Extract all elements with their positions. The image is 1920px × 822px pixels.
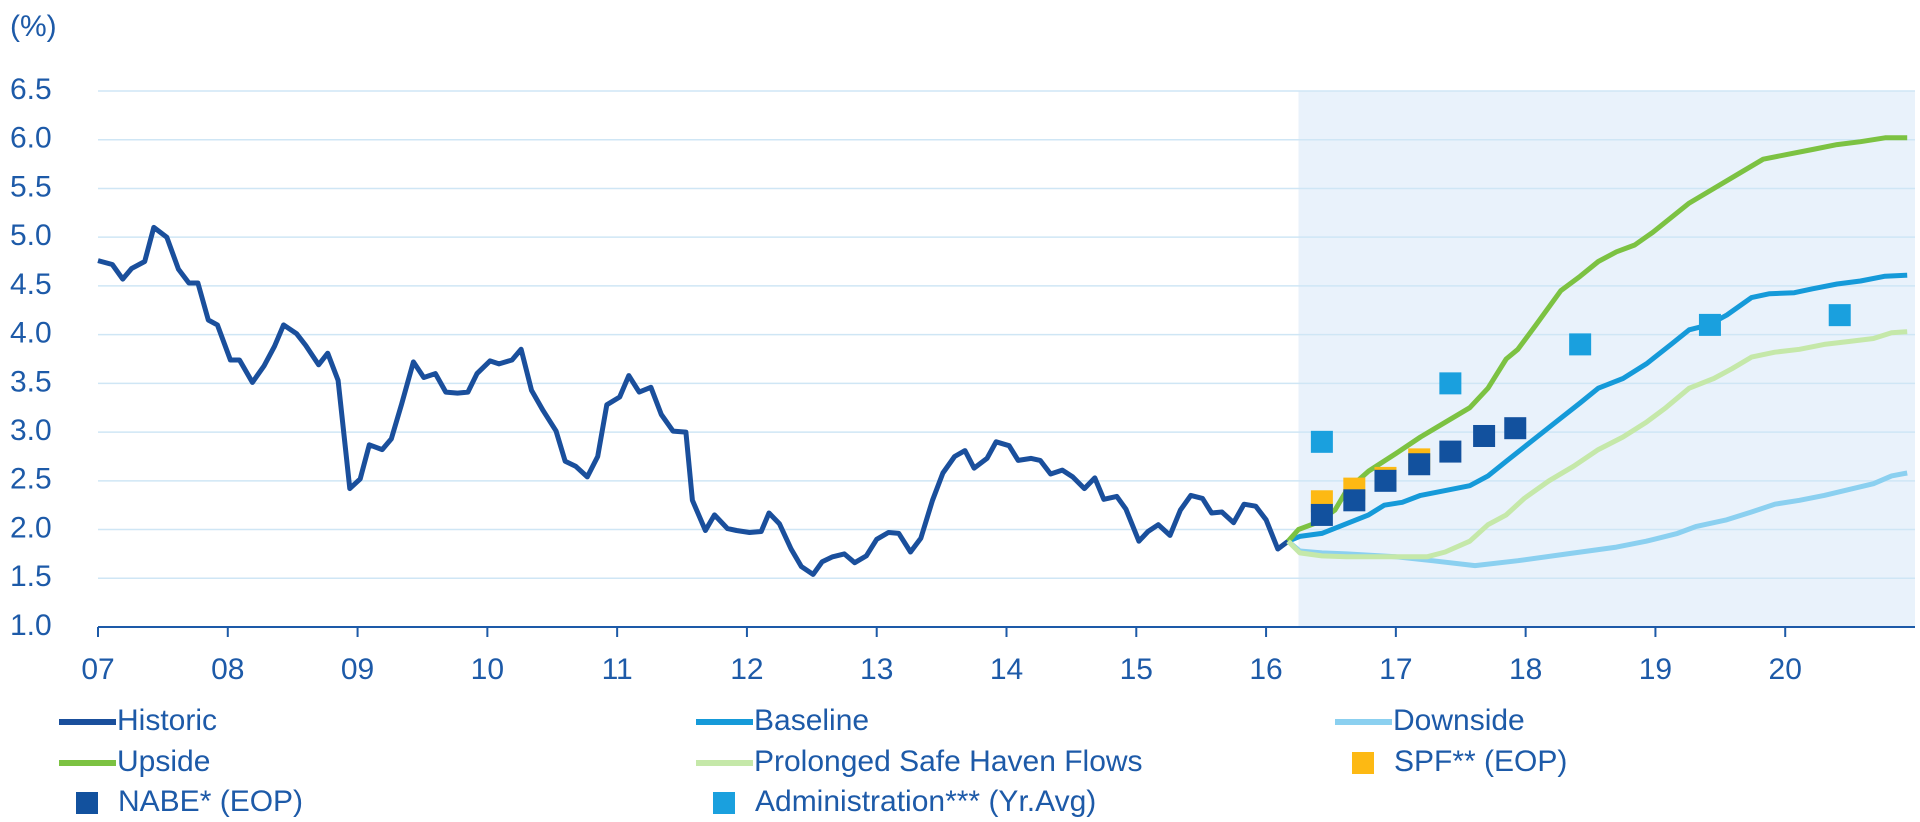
legend-label: Baseline	[754, 704, 869, 737]
y-tick-label: 6.5	[10, 73, 52, 106]
y-tick-label: 1.5	[10, 560, 52, 593]
legend-label: NABE* (EOP)	[118, 785, 303, 818]
series-line	[97, 224, 1290, 577]
legend-label: Upside	[117, 745, 210, 778]
series-line	[1286, 135, 1908, 543]
x-tick-label: 18	[1509, 653, 1542, 686]
series-line	[1287, 272, 1908, 544]
x-tick-label: 17	[1379, 653, 1412, 686]
x-tick-label: 20	[1769, 653, 1802, 686]
legend-label: Historic	[117, 704, 217, 737]
x-tick-label: 11	[602, 653, 633, 686]
series-marker	[1698, 313, 1721, 336]
x-tick-label: 14	[990, 653, 1023, 686]
y-tick-label: 6.0	[10, 122, 52, 155]
x-tick-label: 13	[860, 653, 893, 686]
x-tick-label: 09	[341, 653, 374, 686]
series-marker	[1310, 503, 1333, 526]
x-tick-label: 08	[211, 653, 244, 686]
x-tick-label: 15	[1120, 653, 1153, 686]
y-tick-label: 5.5	[10, 170, 52, 203]
y-tick-label: 2.5	[10, 463, 52, 496]
series-marker	[1374, 469, 1397, 492]
legend-label: Downside	[1393, 704, 1525, 737]
y-tick-label: 1.0	[10, 609, 52, 642]
legend-swatch	[1352, 752, 1374, 774]
y-tick-label: 3.5	[10, 365, 52, 398]
x-tick-label: 19	[1639, 653, 1672, 686]
legend-swatch	[713, 792, 735, 814]
y-tick-label: 5.0	[10, 219, 52, 252]
x-tick-label: 16	[1249, 653, 1282, 686]
series-marker	[1408, 453, 1431, 476]
series-marker	[1569, 333, 1592, 356]
series-marker	[1310, 430, 1333, 453]
x-tick-label: 12	[730, 653, 763, 686]
y-tick-label: 3.0	[10, 414, 52, 447]
y-tick-label: 4.5	[10, 268, 52, 301]
legend-label: Prolonged Safe Haven Flows	[754, 745, 1143, 778]
y-tick-label: 4.0	[10, 317, 52, 350]
x-tick-label: 07	[81, 653, 114, 686]
y-tick-label: 2.0	[10, 511, 52, 544]
legend-swatch	[76, 792, 98, 814]
legend-label: Administration*** (Yr.Avg)	[755, 785, 1096, 818]
series-marker	[1828, 304, 1851, 327]
forecast-region	[1298, 91, 1915, 627]
series-marker	[1473, 424, 1496, 447]
legend-label: SPF** (EOP)	[1394, 745, 1567, 778]
series-marker	[1439, 440, 1462, 463]
series-line	[1286, 329, 1908, 560]
series-marker	[1439, 372, 1462, 395]
series-marker	[1504, 417, 1527, 440]
y-unit-label: (%)	[10, 10, 57, 43]
x-tick-label: 10	[471, 653, 504, 686]
series-marker	[1343, 489, 1366, 512]
